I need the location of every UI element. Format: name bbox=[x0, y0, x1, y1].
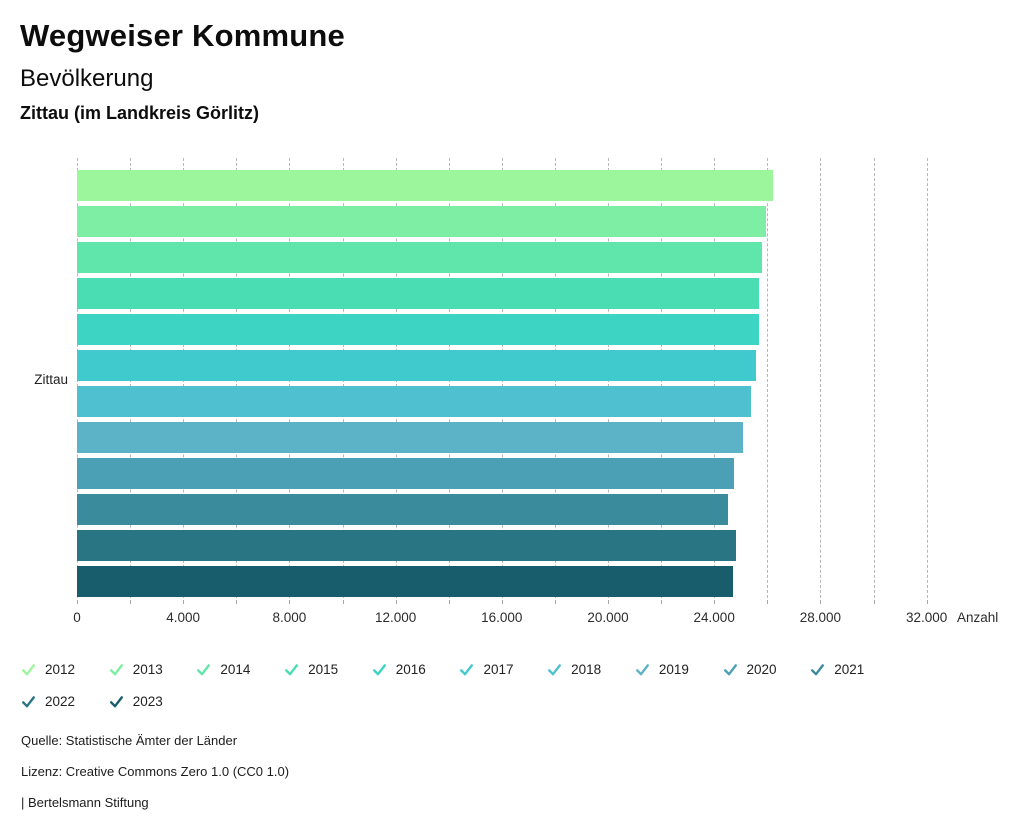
bar-2023[interactable] bbox=[77, 566, 733, 597]
axis-tick bbox=[767, 600, 769, 604]
axis-tick bbox=[501, 600, 503, 604]
check-icon bbox=[811, 663, 825, 675]
legend-item-2020[interactable]: 2020 bbox=[723, 660, 811, 678]
legend-item-2023[interactable]: 2023 bbox=[109, 692, 197, 710]
legend-year-label: 2022 bbox=[45, 693, 76, 709]
axis-tick bbox=[554, 600, 556, 604]
axis-tick bbox=[236, 600, 238, 604]
legend-year-label: 2021 bbox=[834, 661, 865, 677]
gridline bbox=[926, 158, 928, 598]
attribution-note: | Bertelsmann Stiftung bbox=[21, 795, 149, 810]
legend-item-2014[interactable]: 2014 bbox=[196, 660, 284, 678]
axis-tick bbox=[395, 600, 397, 604]
check-icon bbox=[372, 663, 386, 675]
legend-item-2013[interactable]: 2013 bbox=[109, 660, 197, 678]
axis-tick bbox=[926, 600, 928, 604]
legend-year-label: 2018 bbox=[571, 661, 602, 677]
axis-tick bbox=[77, 600, 78, 604]
y-axis-category-label: Zittau bbox=[34, 372, 68, 387]
axis-tick bbox=[661, 600, 663, 604]
check-icon bbox=[22, 695, 35, 707]
legend-year-label: 2013 bbox=[132, 661, 163, 677]
check-icon bbox=[460, 663, 474, 675]
axis-tick-label: 32.000 bbox=[905, 610, 948, 625]
bar-2018[interactable] bbox=[77, 386, 752, 417]
legend-year-label: 2015 bbox=[308, 661, 339, 677]
source-note: Quelle: Statistische Ämter der Länder bbox=[21, 733, 238, 748]
axis-tick bbox=[342, 600, 344, 604]
axis-tick-label: 28.000 bbox=[799, 610, 842, 625]
legend-year-label: 2023 bbox=[132, 693, 163, 709]
legend-year-label: 2020 bbox=[746, 661, 777, 677]
check-icon bbox=[197, 663, 211, 675]
bar-2020[interactable] bbox=[77, 458, 735, 489]
legend-item-2019[interactable]: 2019 bbox=[635, 660, 723, 678]
axis-tick-label: 8.000 bbox=[272, 610, 307, 625]
legend-item-2012[interactable]: 2012 bbox=[21, 660, 109, 678]
check-icon bbox=[548, 663, 562, 675]
bar-2019[interactable] bbox=[77, 422, 743, 453]
axis-tick bbox=[608, 600, 609, 604]
bar-2016[interactable] bbox=[77, 314, 760, 345]
gridline bbox=[820, 158, 822, 598]
x-axis-unit-label: Anzahl bbox=[957, 610, 999, 625]
legend-year-label: 2016 bbox=[395, 661, 426, 677]
check-icon bbox=[22, 663, 35, 675]
x-axis: 0 4.000 8.000 12.000 16.000 20.000 24.000 28.00… bbox=[73, 598, 947, 630]
check-icon bbox=[635, 663, 649, 675]
axis-tick bbox=[873, 600, 875, 604]
axis-tick bbox=[448, 600, 450, 604]
axis-tick-label: 20.000 bbox=[587, 610, 629, 625]
bar-2013[interactable] bbox=[77, 206, 766, 237]
page-subtitle: Bevölkerung bbox=[20, 65, 154, 92]
legend-year-label: 2014 bbox=[220, 661, 251, 677]
axis-tick bbox=[820, 600, 822, 604]
legend-item-2021[interactable]: 2021 bbox=[810, 660, 898, 678]
axis-tick-label: 12.000 bbox=[374, 610, 417, 625]
legend-year-label: 2017 bbox=[483, 661, 514, 677]
legend-item-2022[interactable]: 2022 bbox=[21, 692, 109, 710]
axis-tick-label: 4.000 bbox=[166, 610, 201, 625]
check-icon bbox=[285, 663, 299, 675]
license-note: Lizenz: Creative Commons Zero 1.0 (CC0 1… bbox=[21, 764, 290, 779]
bar-2021[interactable] bbox=[77, 494, 729, 525]
chart-legend: 2012 2013 2014 2015 2016 2017 2018 2019 2020 2021… bbox=[21, 660, 905, 710]
legend-item-2017[interactable]: 2017 bbox=[459, 660, 547, 678]
bar-2014[interactable] bbox=[77, 242, 762, 273]
axis-tick bbox=[714, 600, 716, 604]
bar-2015[interactable] bbox=[77, 278, 760, 309]
plot-area bbox=[77, 158, 931, 598]
axis-tick bbox=[289, 600, 291, 604]
legend-year-label: 2019 bbox=[658, 661, 689, 677]
check-icon bbox=[723, 663, 737, 675]
check-icon bbox=[109, 695, 123, 707]
legend-item-2015[interactable]: 2015 bbox=[284, 660, 372, 678]
page-location: Zittau (im Landkreis Görlitz) bbox=[20, 103, 260, 123]
legend-item-2016[interactable]: 2016 bbox=[372, 660, 460, 678]
axis-tick-label: 0 bbox=[73, 610, 81, 625]
bar-2012[interactable] bbox=[77, 170, 774, 201]
legend-year-label: 2012 bbox=[45, 661, 76, 677]
page-title: Wegweiser Kommune bbox=[20, 18, 345, 53]
bar-2017[interactable] bbox=[77, 350, 756, 381]
legend-item-2018[interactable]: 2018 bbox=[547, 660, 635, 678]
gridline bbox=[767, 158, 769, 598]
check-icon bbox=[109, 663, 123, 675]
axis-tick bbox=[130, 600, 132, 604]
axis-tick-label: 24.000 bbox=[693, 610, 735, 625]
bar-2022[interactable] bbox=[77, 530, 737, 561]
axis-tick bbox=[183, 600, 185, 604]
axis-tick-label: 16.000 bbox=[481, 610, 523, 625]
gridline bbox=[873, 158, 875, 598]
